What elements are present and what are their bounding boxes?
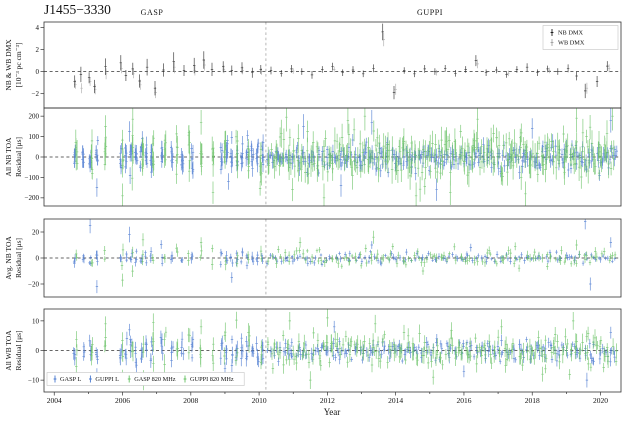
svg-text:Residual [μs]: Residual [μs] <box>14 137 23 177</box>
x-tick-label: 2020 <box>593 396 608 405</box>
y-tick-label: −200 <box>25 194 40 202</box>
series-layer-all-nb-toa <box>73 108 618 206</box>
series-gasp-820-mhz <box>75 233 263 287</box>
legend-marker-icon <box>89 375 92 383</box>
y-axis-title-all-nb-toa: All NB TOA Residual [μs] <box>4 137 23 177</box>
panel-all-nb-toa: −200 −100 0 100 200 All NB TOA Residual [μs] <box>4 107 622 207</box>
series-gasp-820-mhz <box>75 311 263 391</box>
legend-entry-label: WB DMX <box>558 40 585 47</box>
legend-entry-label: GASP 820 MHz <box>134 376 176 383</box>
series-nb-dmx <box>73 23 609 100</box>
series-layer-avg-nb-toa <box>72 219 617 294</box>
legend-marker-icon <box>183 375 187 383</box>
series-gasp-l <box>72 323 265 381</box>
svg-text:All NB TOA: All NB TOA <box>4 137 13 176</box>
era-label-gasp: GASP <box>140 8 164 17</box>
y-axis-title-all-wb-toa: All WB TOA Residual [μs] <box>4 330 23 371</box>
series-guppi-820-mhz <box>266 230 617 275</box>
legend-marker-icon <box>550 39 554 46</box>
x-tick-label: 2016 <box>456 396 471 405</box>
svg-text:Residual [μs]: Residual [μs] <box>14 330 23 370</box>
y-tick-label: 2 <box>36 46 40 54</box>
y-tick-label: −2 <box>32 90 40 98</box>
x-tick-label: 2014 <box>388 396 403 405</box>
series-layer-dmx <box>73 23 611 100</box>
x-tick-label: 2008 <box>183 396 198 405</box>
series-gasp-l <box>72 219 264 294</box>
legend-entry-label: GUPPI L <box>95 376 119 383</box>
x-tick-label: 2012 <box>320 396 335 405</box>
series-guppi-l <box>266 108 618 201</box>
series-gasp-820-mhz <box>74 108 263 206</box>
legend-dmx: NB DMX WB DMX <box>542 25 619 50</box>
y-tick-label: 0 <box>36 347 40 355</box>
y-axis-title-avg-nb-toa: Avg. NB TOA Residual [μs] <box>4 236 23 280</box>
y-tick-label: 100 <box>29 133 40 141</box>
series-layer-all-wb-toa <box>72 309 618 391</box>
y-tick-label: −10 <box>28 377 39 385</box>
x-axis: 2004 2006 2008 2010 2012 2014 2016 2018 2020 <box>47 392 608 405</box>
svg-text:NB & WB DMX: NB & WB DMX <box>4 39 13 91</box>
x-axis-label: Year <box>323 407 341 417</box>
y-axis-all-wb-toa: −10 0 10 <box>28 317 44 385</box>
x-tick-label: 2010 <box>252 396 267 405</box>
y-tick-label: 4 <box>36 24 40 32</box>
legend-entry-label: GASP L <box>60 376 81 383</box>
panel-avg-nb-toa: −20 0 20 Avg. NB TOA Residual [μs] <box>4 218 622 298</box>
x-tick-label: 2004 <box>47 396 62 405</box>
x-tick-label: 2006 <box>115 396 130 405</box>
y-axis-dmx: −2 0 2 4 <box>32 24 44 98</box>
series-gasp-l <box>73 121 265 197</box>
y-tick-label: 0 <box>36 68 40 76</box>
svg-text:[10⁻³ pc cm⁻³]: [10⁻³ pc cm⁻³] <box>14 43 23 88</box>
series-guppi-820-mhz <box>267 108 615 206</box>
y-tick-label: 10 <box>32 317 40 325</box>
legend-marker-icon <box>550 29 554 36</box>
svg-text:Residual [μs]: Residual [μs] <box>14 238 23 278</box>
x-tick-label: 2018 <box>525 396 540 405</box>
series-wb-dmx <box>74 33 611 99</box>
y-axis-avg-nb-toa: −20 0 20 <box>28 228 44 288</box>
legend-receivers: GASP L GUPPI L GASP 820 MHz GUPPI 820 MHz <box>46 372 245 386</box>
svg-text:Avg. NB TOA: Avg. NB TOA <box>4 236 13 280</box>
y-tick-label: −100 <box>25 174 40 182</box>
y-tick-label: 0 <box>36 153 40 161</box>
y-axis-all-nb-toa: −200 −100 0 100 200 <box>25 113 44 202</box>
panel-all-wb-toa: −10 0 10 All WB TOA Residual [μs] GASP L GUPPI… <box>4 308 622 393</box>
plot-title: J1455−3330 <box>44 2 111 17</box>
series-guppi-820-mhz <box>266 309 618 389</box>
y-tick-label: 200 <box>29 113 40 121</box>
legend-entry-label: NB DMX <box>558 30 583 37</box>
y-tick-label: 0 <box>36 254 40 262</box>
svg-text:All WB TOA: All WB TOA <box>4 330 13 371</box>
series-guppi-l <box>265 219 616 291</box>
panel-dmx: −2 0 2 4 NB & WB DMX [10⁻³ pc cm⁻³] NB DMX WB D… <box>4 21 622 109</box>
legend-marker-icon <box>127 375 131 383</box>
legend-entry-label: GUPPI 820 MHz <box>190 376 234 383</box>
era-label-guppi: GUPPI <box>416 8 444 17</box>
y-tick-label: 20 <box>32 228 40 236</box>
y-axis-title-dmx: NB & WB DMX [10⁻³ pc cm⁻³] <box>4 39 23 91</box>
legend-marker-icon <box>53 375 57 383</box>
y-tick-label: −20 <box>28 280 39 288</box>
